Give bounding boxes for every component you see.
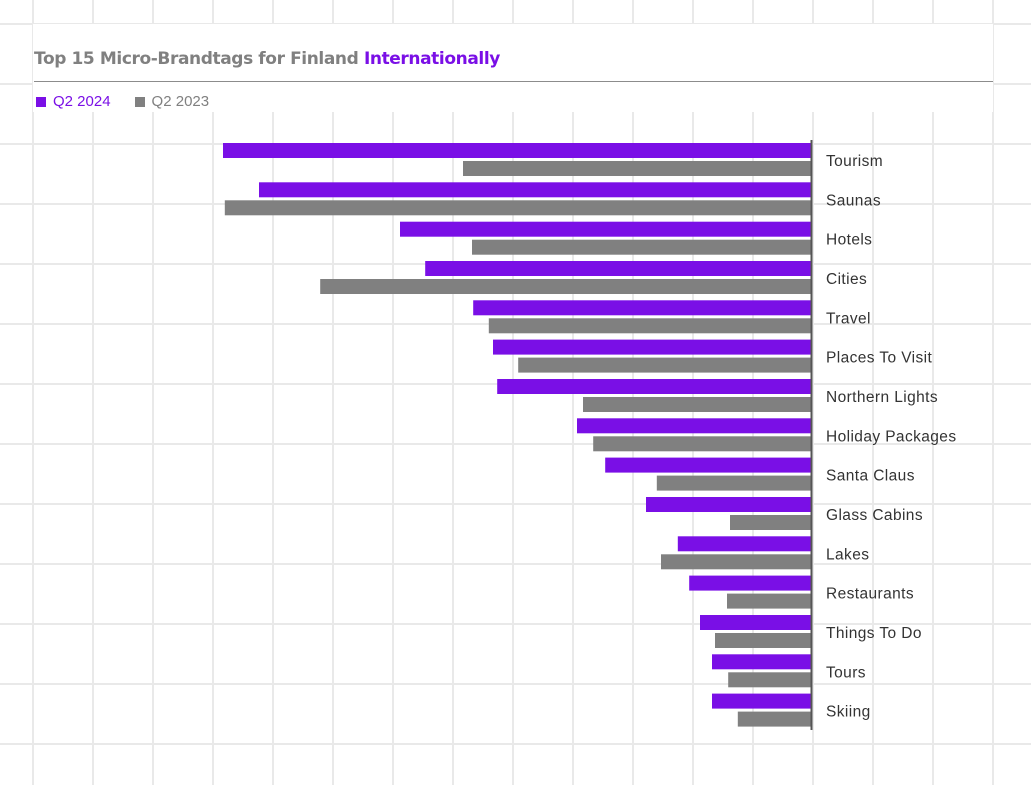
bar-hotels-q2-2024[interactable] [400, 221, 811, 237]
bar-northern-lights-q2-2023[interactable] [583, 397, 811, 412]
chart-title: Top 15 Micro-Brandtags for Finland Inter… [34, 49, 500, 69]
bar-travel-q2-2024[interactable] [473, 300, 811, 316]
title-highlight: Internationally [363, 49, 500, 69]
header-panel [33, 24, 993, 112]
bar-skiing-q2-2024[interactable] [712, 693, 811, 709]
legend-label-previous: Q2 2023 [151, 93, 210, 110]
bar-restaurants-q2-2023[interactable] [727, 593, 811, 609]
category-label-cities: Cities [826, 271, 867, 288]
category-label-skiing: Skiing [826, 704, 871, 721]
bar-restaurants-q2-2024[interactable] [689, 575, 811, 591]
bar-places-to-visit-q2-2024[interactable] [493, 339, 811, 355]
bar-skiing-q2-2023[interactable] [737, 711, 811, 727]
bar-glass-cabins-q2-2023[interactable] [730, 515, 811, 530]
legend-item-current[interactable]: Q2 2024 [36, 93, 111, 110]
category-label-hotels: Hotels [826, 232, 872, 249]
bar-holiday-packages-q2-2024[interactable] [577, 418, 811, 434]
bar-saunas-q2-2024[interactable] [259, 182, 811, 198]
category-label-places-to-visit: Places To Visit [826, 350, 933, 367]
bar-lakes-q2-2024[interactable] [677, 536, 811, 552]
bar-things-to-do-q2-2024[interactable] [700, 615, 811, 630]
bar-santa-claus-q2-2023[interactable] [656, 475, 811, 491]
bar-tourism-q2-2023[interactable] [463, 161, 811, 176]
bar-santa-claus-q2-2024[interactable] [605, 457, 811, 473]
bar-places-to-visit-q2-2023[interactable] [518, 357, 811, 373]
bar-cities-q2-2023[interactable] [320, 279, 811, 294]
legend-label-current: Q2 2024 [53, 93, 111, 110]
category-label-northern-lights: Northern Lights [826, 389, 938, 406]
bar-cities-q2-2024[interactable] [425, 261, 811, 276]
legend-swatch-current [36, 96, 46, 107]
bar-things-to-do-q2-2023[interactable] [715, 633, 811, 648]
title-prefix: Top 15 Micro-Brandtags for Finland [34, 49, 359, 69]
bar-northern-lights-q2-2024[interactable] [497, 379, 811, 394]
bar-travel-q2-2023[interactable] [488, 318, 811, 334]
category-label-saunas: Saunas [826, 192, 881, 209]
category-label-travel: Travel [826, 310, 871, 327]
bar-saunas-q2-2023[interactable] [224, 200, 812, 216]
category-label-restaurants: Restaurants [826, 586, 914, 603]
legend-item-previous[interactable]: Q2 2023 [134, 93, 210, 110]
legend: Q2 2024 Q2 2023 [36, 93, 233, 110]
bar-glass-cabins-q2-2024[interactable] [646, 497, 811, 512]
bar-lakes-q2-2023[interactable] [661, 554, 811, 570]
category-label-tourism: Tourism [826, 153, 883, 170]
bar-tourism-q2-2024[interactable] [223, 143, 811, 158]
category-label-santa-claus: Santa Claus [826, 468, 915, 485]
category-label-lakes: Lakes [826, 546, 869, 563]
category-label-things-to-do: Things To Do [826, 625, 922, 642]
bar-tours-q2-2024[interactable] [712, 654, 811, 670]
category-label-tours: Tours [826, 664, 866, 681]
bar-holiday-packages-q2-2023[interactable] [593, 436, 811, 452]
bar-hotels-q2-2023[interactable] [472, 239, 811, 255]
bar-tours-q2-2023[interactable] [728, 672, 811, 688]
title-divider [34, 81, 993, 82]
category-label-holiday-packages: Holiday Packages [826, 428, 956, 445]
category-label-glass-cabins: Glass Cabins [826, 507, 923, 524]
legend-swatch-previous [134, 96, 145, 107]
